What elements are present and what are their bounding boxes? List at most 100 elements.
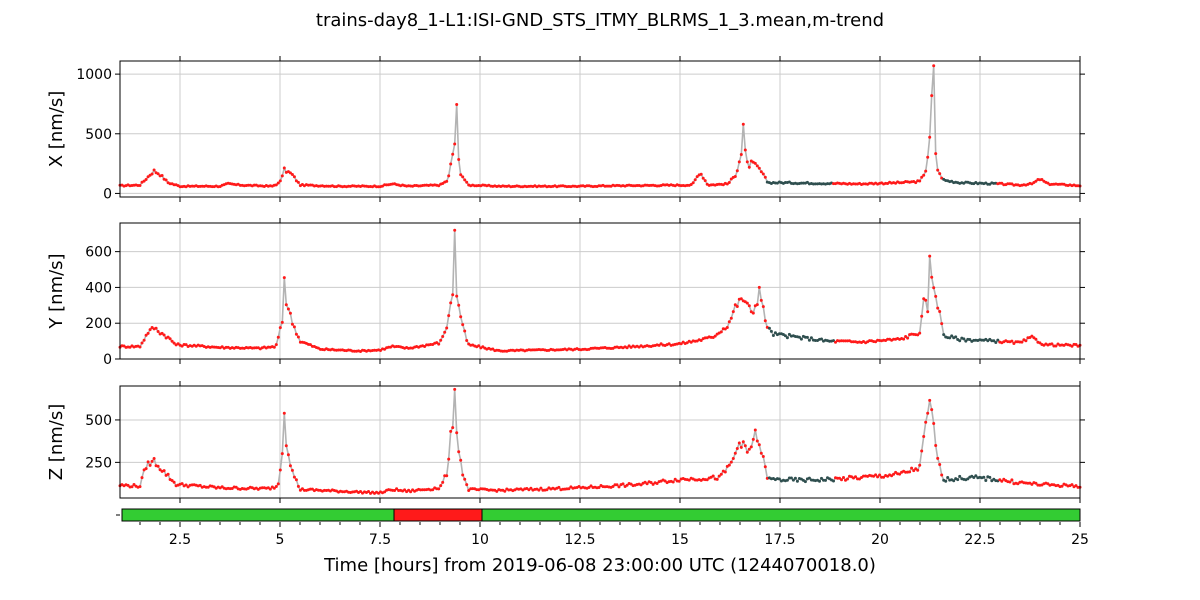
data-point-unlocked — [908, 470, 912, 474]
data-point-unlocked — [154, 326, 158, 330]
data-point-unlocked — [922, 435, 926, 438]
series-trace-line — [119, 389, 1081, 495]
data-point-unlocked — [284, 303, 288, 307]
data-point-locked — [974, 474, 978, 478]
data-point-unlocked — [280, 174, 284, 178]
data-point-unlocked — [130, 485, 134, 489]
data-point-unlocked — [292, 175, 296, 179]
y-tick-label: 500 — [85, 413, 112, 429]
data-point-unlocked — [491, 347, 495, 351]
data-point-locked — [942, 333, 946, 337]
data-point-unlocked — [677, 479, 681, 483]
data-point-unlocked — [763, 319, 767, 323]
data-point-unlocked — [928, 398, 932, 402]
data-point-unlocked — [453, 228, 457, 232]
data-point-locked — [950, 334, 954, 338]
data-point-unlocked — [393, 489, 397, 492]
data-point-locked — [832, 479, 835, 483]
data-point-locked — [992, 339, 996, 343]
data-point-unlocked — [294, 332, 298, 336]
data-point-unlocked — [890, 474, 894, 478]
series-trace-line — [119, 230, 1081, 353]
data-point-unlocked — [589, 484, 593, 488]
data-point-unlocked — [763, 175, 767, 179]
data-point-locked — [982, 475, 986, 479]
data-point-unlocked — [286, 453, 290, 457]
data-point-unlocked — [453, 387, 457, 391]
data-point-unlocked — [144, 467, 148, 471]
data-point-unlocked — [920, 449, 924, 453]
data-point-locked — [832, 339, 835, 343]
data-point-unlocked — [743, 444, 747, 448]
data-point-unlocked — [882, 475, 886, 479]
data-point-unlocked — [597, 486, 601, 489]
data-point-unlocked — [755, 439, 759, 443]
data-point-unlocked — [739, 153, 743, 156]
y-axis-label: Z [nm/s] — [46, 404, 67, 480]
data-point-unlocked — [934, 152, 938, 156]
data-point-locked — [799, 337, 803, 341]
data-point-locked — [807, 338, 811, 342]
data-point-unlocked — [1012, 342, 1016, 345]
data-point-unlocked — [693, 178, 697, 182]
data-point-unlocked — [735, 447, 739, 450]
data-point-unlocked — [288, 171, 292, 175]
data-point-unlocked — [892, 472, 896, 476]
data-point-unlocked — [441, 480, 445, 484]
data-point-unlocked — [457, 450, 461, 454]
data-point-unlocked — [290, 173, 294, 176]
data-point-unlocked — [529, 486, 533, 490]
data-point-unlocked — [459, 173, 463, 177]
data-point-unlocked — [655, 482, 659, 485]
axes-frame — [119, 60, 1081, 198]
data-point-unlocked — [142, 338, 146, 342]
x-axis-label: Time [hours] from 2019-06-08 23:00:00 UT… — [323, 555, 876, 576]
data-point-unlocked — [539, 486, 543, 490]
data-point-unlocked — [268, 487, 272, 491]
data-point-locked — [807, 476, 811, 480]
data-point-unlocked — [838, 476, 841, 480]
data-point-unlocked — [920, 175, 924, 179]
data-point-unlocked — [763, 465, 767, 469]
data-point-locked — [948, 336, 952, 340]
data-point-unlocked — [625, 483, 629, 487]
data-point-unlocked — [443, 330, 447, 334]
data-point-unlocked — [451, 426, 455, 430]
data-point-locked — [958, 474, 962, 478]
data-point-unlocked — [757, 285, 761, 289]
data-point-unlocked — [753, 428, 757, 432]
segment-locked — [121, 508, 395, 522]
data-point-unlocked — [918, 331, 922, 335]
data-point-unlocked — [166, 335, 170, 339]
data-point-unlocked — [755, 303, 759, 307]
data-point-locked — [968, 338, 972, 341]
data-point-unlocked — [932, 422, 936, 425]
y-tick-label: 1000 — [76, 67, 112, 83]
data-point-unlocked — [465, 339, 469, 342]
data-point-unlocked — [1038, 341, 1042, 345]
data-point-unlocked — [409, 490, 413, 494]
data-point-unlocked — [703, 179, 707, 183]
data-point-unlocked — [930, 94, 934, 98]
data-point-unlocked — [332, 185, 336, 189]
data-point-unlocked — [447, 457, 451, 461]
data-point-unlocked — [741, 440, 745, 444]
data-point-unlocked — [144, 178, 148, 181]
data-point-unlocked — [148, 328, 152, 332]
y-tick-label: 0 — [103, 352, 112, 368]
data-point-unlocked — [170, 479, 174, 482]
data-point-unlocked — [711, 474, 715, 478]
data-point-unlocked — [912, 469, 916, 473]
data-point-unlocked — [898, 472, 902, 476]
data-point-unlocked — [284, 444, 288, 448]
data-point-unlocked — [699, 339, 703, 342]
data-point-unlocked — [918, 463, 922, 467]
data-point-unlocked — [671, 480, 675, 484]
data-point-unlocked — [359, 490, 362, 493]
data-point-unlocked — [144, 333, 148, 337]
data-point-unlocked — [455, 294, 459, 298]
data-point-unlocked — [274, 183, 278, 187]
data-point-unlocked — [639, 483, 643, 487]
data-point-unlocked — [423, 345, 427, 348]
data-point-unlocked — [914, 181, 918, 185]
